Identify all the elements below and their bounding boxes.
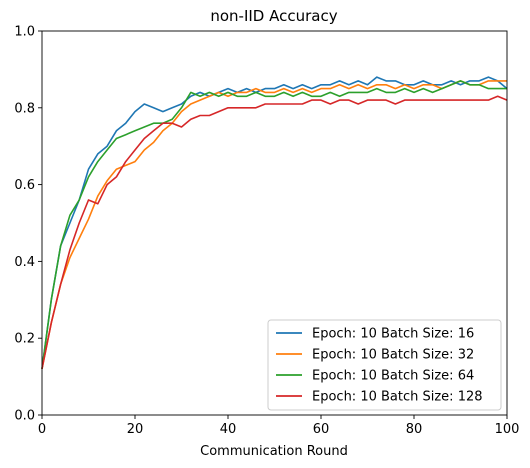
series-line-1	[41, 80, 507, 370]
y-tick-label: 0.8	[14, 101, 35, 116]
x-tick-label: 40	[220, 422, 237, 437]
legend-label: Epoch: 10 Batch Size: 32	[312, 348, 474, 363]
series-line-2	[41, 80, 507, 370]
legend-label: Epoch: 10 Batch Size: 64	[312, 369, 474, 384]
series-line-3	[41, 95, 508, 370]
y-tick-label: 0.2	[14, 332, 35, 347]
x-tick-label: 80	[406, 422, 423, 437]
y-tick-label: 0.6	[14, 178, 35, 193]
chart-title: non-IID Accuracy	[210, 7, 337, 25]
x-tick-label: 20	[127, 422, 144, 437]
x-tick-label: 60	[313, 422, 330, 437]
y-tick-label: 0.4	[14, 255, 35, 270]
plot-area: 0 20 40 60 80 100 0.0 0.2 0.4 0.6 0.8 1.0 Epoch: 10 …	[14, 25, 519, 438]
axes-frame	[41, 30, 508, 416]
legend-label: Epoch: 10 Batch Size: 16	[312, 327, 474, 342]
legend-box	[267, 319, 502, 411]
series-line-0	[41, 76, 508, 370]
y-tick-label: 1.0	[14, 25, 35, 40]
x-tick-label: 0	[38, 422, 46, 437]
x-axis-title: Communication Round	[200, 444, 348, 459]
x-tick-label: 100	[495, 422, 520, 437]
y-tick-label: 0.0	[14, 409, 35, 424]
legend-label: Epoch: 10 Batch Size: 128	[312, 390, 483, 405]
